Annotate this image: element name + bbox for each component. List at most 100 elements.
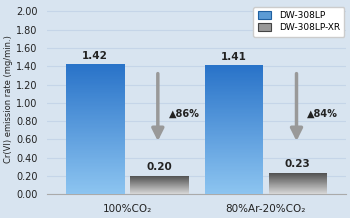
Bar: [66, 83, 125, 84]
Bar: [66, 168, 125, 169]
Bar: [66, 65, 125, 66]
Bar: [204, 163, 263, 165]
Bar: [204, 139, 263, 140]
Bar: [66, 121, 125, 123]
Bar: [66, 66, 125, 67]
Bar: [66, 77, 125, 79]
Bar: [66, 189, 125, 190]
Bar: [66, 95, 125, 97]
Bar: [66, 136, 125, 137]
Bar: [66, 160, 125, 162]
Bar: [66, 106, 125, 107]
Bar: [204, 143, 263, 144]
Bar: [66, 164, 125, 166]
Bar: [66, 75, 125, 76]
Bar: [204, 103, 263, 104]
Bar: [204, 184, 263, 185]
Bar: [66, 150, 125, 151]
Bar: [66, 114, 125, 115]
Bar: [66, 147, 125, 149]
Bar: [204, 174, 263, 175]
Bar: [66, 99, 125, 101]
Bar: [66, 119, 125, 120]
Bar: [204, 186, 263, 188]
Legend: DW-308LP, DW-308LP-XR: DW-308LP, DW-308LP-XR: [253, 7, 344, 37]
Bar: [66, 110, 125, 111]
Bar: [204, 119, 263, 121]
Bar: [204, 94, 263, 95]
Bar: [204, 180, 263, 181]
Bar: [204, 161, 263, 162]
Bar: [66, 111, 125, 112]
Bar: [66, 181, 125, 182]
Bar: [66, 123, 125, 124]
Bar: [66, 92, 125, 93]
Bar: [66, 71, 125, 72]
Bar: [204, 109, 263, 110]
Bar: [66, 179, 125, 180]
Bar: [66, 176, 125, 177]
Bar: [66, 142, 125, 143]
Y-axis label: Cr(VI) emission rate (mg/min.): Cr(VI) emission rate (mg/min.): [4, 35, 13, 163]
Bar: [204, 67, 263, 68]
Bar: [204, 80, 263, 81]
Bar: [204, 83, 263, 85]
Bar: [66, 157, 125, 158]
Bar: [66, 116, 125, 118]
Bar: [204, 78, 263, 80]
Bar: [66, 79, 125, 80]
Bar: [204, 124, 263, 126]
Bar: [66, 154, 125, 155]
Bar: [66, 132, 125, 133]
Bar: [204, 136, 263, 138]
Bar: [204, 114, 263, 116]
Bar: [204, 131, 263, 132]
Bar: [204, 192, 263, 193]
Bar: [204, 87, 263, 89]
Bar: [66, 149, 125, 150]
Bar: [204, 152, 263, 153]
Bar: [204, 100, 263, 101]
Bar: [204, 177, 263, 179]
Bar: [66, 81, 125, 83]
Bar: [66, 87, 125, 88]
Bar: [204, 176, 263, 177]
Bar: [66, 125, 125, 127]
Bar: [66, 166, 125, 167]
Bar: [66, 85, 125, 87]
Bar: [66, 138, 125, 140]
Bar: [66, 193, 125, 194]
Bar: [204, 72, 263, 73]
Bar: [66, 70, 125, 71]
Bar: [204, 185, 263, 186]
Bar: [204, 95, 263, 96]
Bar: [66, 88, 125, 89]
Bar: [204, 122, 263, 123]
Bar: [204, 104, 263, 105]
Bar: [204, 126, 263, 127]
Bar: [204, 130, 263, 131]
Bar: [66, 186, 125, 188]
Bar: [204, 101, 263, 103]
Bar: [204, 138, 263, 139]
Bar: [66, 137, 125, 138]
Bar: [66, 163, 125, 164]
Bar: [204, 65, 263, 67]
Bar: [204, 123, 263, 124]
Bar: [204, 190, 263, 192]
Bar: [204, 128, 263, 130]
Bar: [204, 150, 263, 152]
Bar: [66, 131, 125, 132]
Bar: [204, 159, 263, 161]
Bar: [66, 184, 125, 185]
Bar: [66, 109, 125, 110]
Bar: [204, 70, 263, 72]
Bar: [204, 86, 263, 87]
Bar: [204, 153, 263, 154]
Bar: [66, 143, 125, 145]
Bar: [204, 105, 263, 107]
Bar: [204, 76, 263, 77]
Bar: [66, 89, 125, 90]
Bar: [204, 81, 263, 82]
Bar: [204, 149, 263, 150]
